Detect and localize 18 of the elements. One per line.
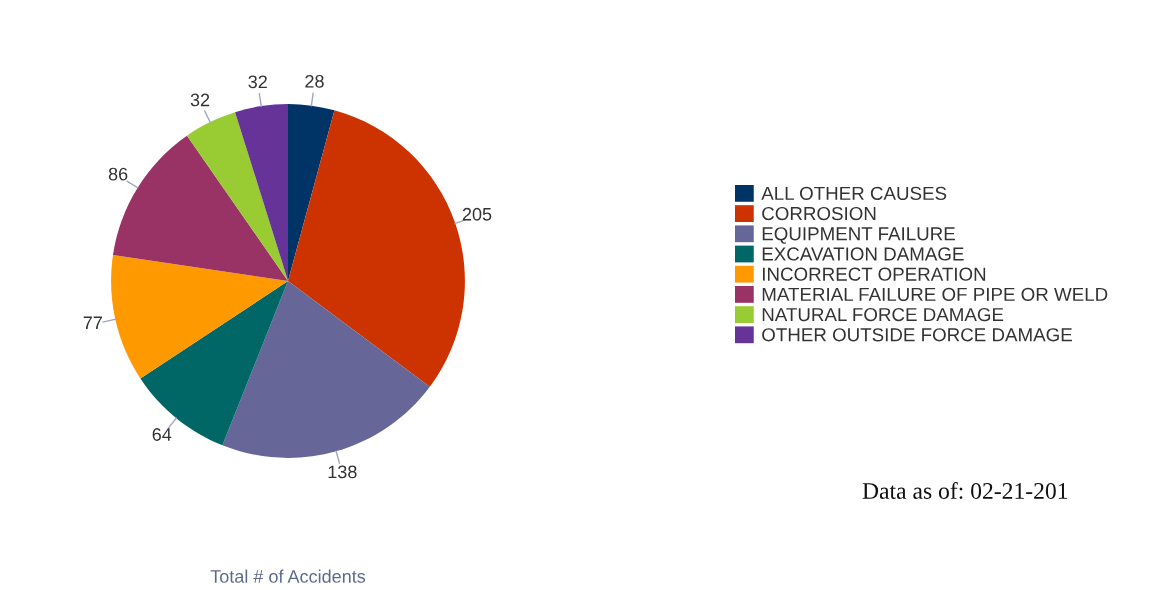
legend-label: INCORRECT OPERATION xyxy=(762,267,986,281)
data-label: 28 xyxy=(305,74,324,88)
data-label: 64 xyxy=(152,428,172,441)
data-label: 86 xyxy=(108,167,128,181)
legend-label: EXCAVATION DAMAGE xyxy=(762,247,964,261)
legend-label: MATERIAL FAILURE OF PIPE OR WELD xyxy=(762,287,1108,302)
legend-label: ALL OTHER CAUSES xyxy=(761,186,947,200)
legend-label: NATURAL FORCE DAMAGE xyxy=(762,307,1004,322)
data-label: 205 xyxy=(462,207,492,221)
data-label: 32 xyxy=(190,93,210,107)
text: Total # of Accidents xyxy=(210,569,366,583)
legend-label: CORROSION xyxy=(762,206,876,221)
data-label: 77 xyxy=(83,316,102,329)
data-label: 138 xyxy=(328,465,357,479)
legend-label: EQUIPMENT FAILURE xyxy=(762,227,955,244)
data-label: 32 xyxy=(248,75,267,89)
text: Data as of: 02-21-201 xyxy=(862,482,1068,500)
legend-label: OTHER OUTSIDE FORCE DAMAGE xyxy=(762,328,1072,342)
